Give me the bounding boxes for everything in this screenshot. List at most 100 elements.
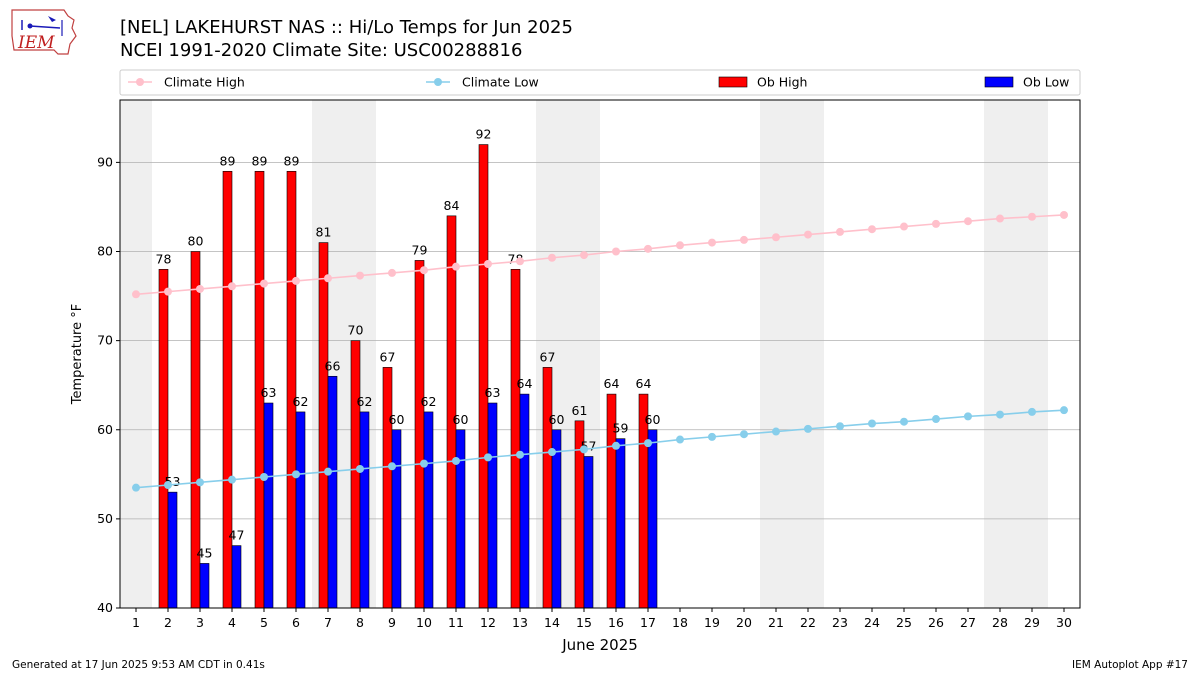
x-tick-label: 27 xyxy=(960,615,976,630)
ob-high-label: 70 xyxy=(348,323,364,338)
climate-low-point xyxy=(132,483,140,492)
ob-high-label: 92 xyxy=(476,127,492,142)
ob-low-label: 62 xyxy=(421,394,437,409)
x-tick-label: 1 xyxy=(132,615,140,630)
weekend-shade xyxy=(120,100,152,608)
climate-high-point xyxy=(644,244,652,253)
climate-high-point xyxy=(772,233,780,242)
ob-high-label: 89 xyxy=(220,153,236,168)
climate-high-point xyxy=(516,257,524,266)
climate-low-point xyxy=(996,410,1004,419)
x-tick-label: 9 xyxy=(388,615,396,630)
climate-low-point xyxy=(1060,406,1068,415)
ob-high-label: 84 xyxy=(444,198,460,213)
climate-high-point xyxy=(452,262,460,271)
ob-high-label: 67 xyxy=(380,349,396,364)
x-tick-label: 8 xyxy=(356,615,364,630)
ob-low-bar xyxy=(551,429,562,609)
climate-low-point xyxy=(580,445,588,454)
climate-high-point xyxy=(932,219,940,228)
ob-low-label: 60 xyxy=(645,412,661,427)
x-axis-label: June 2025 xyxy=(561,636,638,654)
climate-low-point xyxy=(196,478,204,487)
climate-low-point xyxy=(900,417,908,426)
ob-low-bar xyxy=(647,429,658,609)
legend-climate-low-label: Climate Low xyxy=(462,75,539,90)
x-tick-label: 7 xyxy=(324,615,332,630)
legend-ob-low-label: Ob Low xyxy=(1023,75,1069,90)
legend-ob-high-swatch xyxy=(718,76,748,88)
climate-low-point xyxy=(1028,407,1036,416)
climate-low-point xyxy=(388,462,396,471)
climate-low-point xyxy=(420,459,428,468)
ob-high-label: 81 xyxy=(316,225,332,240)
x-tick-label: 19 xyxy=(704,615,720,630)
climate-high-point xyxy=(740,235,748,244)
climate-low-point xyxy=(772,427,780,436)
ob-low-label: 60 xyxy=(389,412,405,427)
generated-timestamp: Generated at 17 Jun 2025 9:53 AM CDT in … xyxy=(12,659,265,671)
ob-high-label: 79 xyxy=(412,242,428,257)
plot-frame xyxy=(119,99,1081,609)
legend-box xyxy=(119,69,1081,96)
ob-low-label: 63 xyxy=(485,385,501,400)
chart-title: [NEL] LAKEHURST NAS :: Hi/Lo Temps for J… xyxy=(120,17,573,38)
climate-low-point xyxy=(484,453,492,462)
ob-high-bar xyxy=(510,269,521,609)
x-tick-label: 5 xyxy=(260,615,268,630)
legend-climate-high-label: Climate High xyxy=(164,75,245,90)
svg-text:IEM: IEM xyxy=(17,33,55,53)
climate-high-point xyxy=(996,214,1004,223)
ob-low-bar xyxy=(263,402,274,609)
legend-climate-low-marker xyxy=(434,78,442,86)
legend-ob-low-swatch xyxy=(984,76,1014,88)
climate-low-point xyxy=(804,424,812,433)
x-tick-label: 17 xyxy=(640,615,656,630)
app-label: IEM Autoplot App #17 xyxy=(1072,659,1188,671)
ob-high-bar xyxy=(158,269,169,609)
ob-low-bar xyxy=(391,429,402,609)
climate-low-point xyxy=(676,435,684,444)
ob-low-bar xyxy=(167,491,178,609)
climate-high-point xyxy=(132,290,140,299)
ob-low-label: 60 xyxy=(453,412,469,427)
ob-low-label: 66 xyxy=(325,358,341,373)
climate-low-point xyxy=(324,467,332,476)
x-tick-label: 22 xyxy=(800,615,816,630)
ob-high-label: 89 xyxy=(284,153,300,168)
climate-high-point xyxy=(420,266,428,275)
ob-high-label: 80 xyxy=(188,234,204,249)
x-tick-label: 26 xyxy=(928,615,944,630)
x-tick-label: 23 xyxy=(832,615,848,630)
x-tick-label: 12 xyxy=(480,615,496,630)
x-tick-label: 18 xyxy=(672,615,688,630)
ob-high-label: 61 xyxy=(572,403,588,418)
x-tick-label: 10 xyxy=(416,615,432,630)
climate-high-point xyxy=(580,251,588,260)
climate-high-point xyxy=(164,287,172,296)
climate-low-point xyxy=(228,475,236,484)
y-tick-label: 90 xyxy=(97,154,113,169)
climate-high-point xyxy=(868,225,876,234)
chart-subtitle: NCEI 1991-2020 Climate Site: USC00288816 xyxy=(120,40,523,61)
ob-low-bar xyxy=(583,456,594,609)
y-axis-label: Temperature °F xyxy=(70,304,85,405)
climate-low-point xyxy=(836,422,844,431)
x-tick-label: 29 xyxy=(1024,615,1040,630)
iem-logo: IEM xyxy=(11,9,77,55)
climate-low-point xyxy=(932,415,940,424)
ob-low-label: 45 xyxy=(197,545,213,560)
ob-high-bar xyxy=(542,367,553,609)
ob-high-label: 89 xyxy=(252,153,268,168)
ob-low-bar xyxy=(295,411,306,609)
ob-low-label: 64 xyxy=(517,376,533,391)
climate-low-point xyxy=(516,450,524,459)
legend-climate-high-marker xyxy=(136,78,144,86)
y-tick-label: 70 xyxy=(97,333,113,348)
weekend-shade xyxy=(760,100,792,608)
ob-low-label: 60 xyxy=(549,412,565,427)
climate-high-point xyxy=(708,238,716,247)
x-tick-label: 16 xyxy=(608,615,624,630)
weekend-shade xyxy=(1016,100,1048,608)
climate-low-point xyxy=(740,430,748,439)
